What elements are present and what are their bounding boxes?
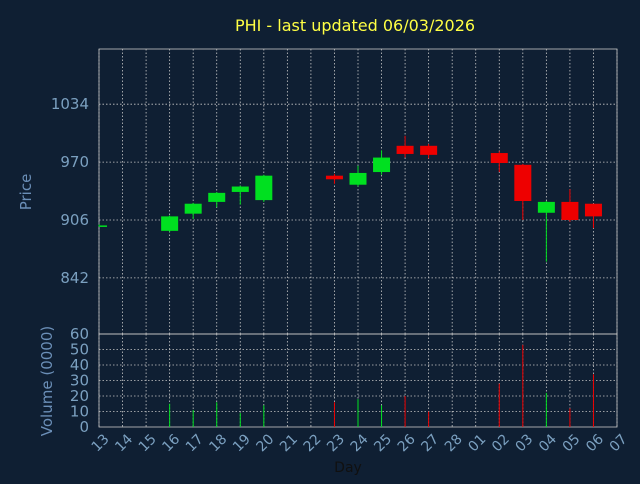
x-tick-label: 15 [136,431,160,455]
chart-title: PHI - last updated 06/03/2026 [235,16,475,35]
x-tick-label: 27 [418,431,442,455]
x-tick-label: 03 [513,431,537,455]
volume-tick-label: 50 [70,341,89,359]
x-tick-label: 18 [206,431,230,455]
x-tick-label: 01 [465,431,489,455]
price-axis-label: Price [17,174,35,211]
volume-tick-label: 0 [79,418,89,436]
x-tick-label: 22 [301,431,325,455]
x-tick-label: 13 [89,431,113,455]
x-tick-label: 14 [112,431,136,455]
candle-body [514,164,532,201]
candle-body [396,145,414,154]
volume-tick-label: 20 [70,387,89,405]
volume-axis-label: Volume (0000) [38,326,56,436]
volume-tick-label: 60 [70,325,89,343]
candle-body [561,201,579,220]
candle-body [231,186,249,192]
x-axis-label: Day [334,460,362,476]
price-tick-label: 970 [60,153,89,171]
candle-body [184,203,202,214]
price-panel: 842 906 970 1034 [51,48,618,335]
x-tick-label: 20 [254,431,278,455]
x-tick-label: 26 [395,431,419,455]
candle-body [208,192,226,202]
volume-tick-label: 40 [70,356,89,374]
x-tick-label: 25 [371,431,395,455]
price-tick-label: 906 [60,211,89,229]
x-tick-label: 16 [159,431,183,455]
price-tick-label: 1034 [51,95,89,113]
x-tick-label: 17 [183,431,207,455]
x-tick-label: 28 [442,431,466,455]
x-tick-label: 07 [607,431,631,455]
x-tick-label: 19 [230,431,254,455]
candle-body [537,201,555,213]
candle-body [420,145,438,155]
candle-body [161,216,179,231]
x-tick-label: 24 [348,431,372,455]
candle-body [490,153,508,163]
candle-body [349,172,367,185]
x-tick-label: 04 [536,431,560,455]
price-tick-label: 842 [60,269,89,287]
candle-body [255,175,273,201]
volume-tick-label: 10 [70,403,89,421]
x-tick-label: 06 [583,431,607,455]
x-tick-label: 23 [324,431,348,455]
candle-body [325,175,343,180]
candle-body [99,225,107,227]
volume-tick-label: 30 [70,372,89,390]
x-tick-label: 02 [489,431,513,455]
x-tick-label: 21 [277,431,301,455]
candle-body [373,157,391,173]
x-tick-label: 05 [560,431,584,455]
candle-body [584,203,602,217]
x-tick-labels: 13 14 15 16 17 18 19 20 21 22 23 24 25 26 27 28 01 02 03 04… [89,431,631,455]
